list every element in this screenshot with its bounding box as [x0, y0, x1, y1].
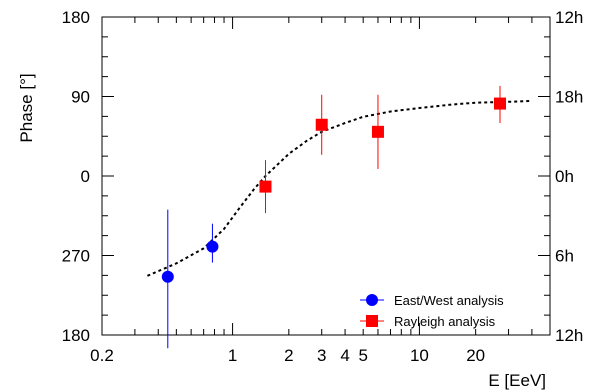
- right-tick-label: 12h: [555, 8, 583, 27]
- right-tick-label: 12h: [555, 326, 583, 345]
- plot-frame: [101, 16, 551, 336]
- fit-curve: [147, 99, 532, 277]
- right-tick-label: 0h: [555, 167, 574, 186]
- y-tick-label: 0: [81, 167, 90, 186]
- data-point-rayleigh: [371, 125, 384, 138]
- data-point-rayleigh: [494, 97, 507, 110]
- x-axis-title: E [EeV]: [488, 371, 546, 390]
- data-points-layer: [161, 85, 507, 349]
- x-tick-label: 20: [466, 346, 485, 365]
- x-tick-label: 10: [410, 346, 429, 365]
- right-tick-label: 18h: [555, 88, 583, 107]
- legend-label: East/West analysis: [394, 293, 504, 308]
- legend: East/West analysis Rayleigh analysis: [360, 293, 504, 329]
- legend-label: Rayleigh analysis: [394, 314, 496, 329]
- y-axis-title: Phase [°]: [17, 73, 36, 142]
- y-tick-label: 180: [62, 326, 90, 345]
- legend-marker-rayleigh: [366, 315, 378, 327]
- axis-ticks: [101, 16, 551, 336]
- data-point-rayleigh: [259, 180, 272, 193]
- fit-curve-layer: [147, 99, 532, 277]
- right-tick-label: 6h: [555, 247, 574, 266]
- x-tick-label: 1: [228, 346, 237, 365]
- tick-labels: 0.2 1 2 3 4 5 10 20 180 90 0 270 180 12h 18h 0h 6h 12h: [62, 8, 584, 365]
- y-tick-label: 180: [62, 8, 90, 27]
- data-point-east-west: [161, 270, 174, 283]
- plot-border: [101, 16, 551, 336]
- x-tick-label: 4: [340, 346, 349, 365]
- x-tick-label: 0.2: [90, 346, 114, 365]
- y-tick-label: 90: [71, 88, 90, 107]
- x-tick-label: 5: [358, 346, 367, 365]
- data-point-rayleigh: [315, 118, 328, 131]
- y-tick-label: 270: [62, 247, 90, 266]
- x-tick-label: 3: [317, 346, 326, 365]
- legend-marker-east-west: [366, 294, 378, 306]
- data-point-east-west: [206, 240, 219, 253]
- x-tick-label: 2: [284, 346, 293, 365]
